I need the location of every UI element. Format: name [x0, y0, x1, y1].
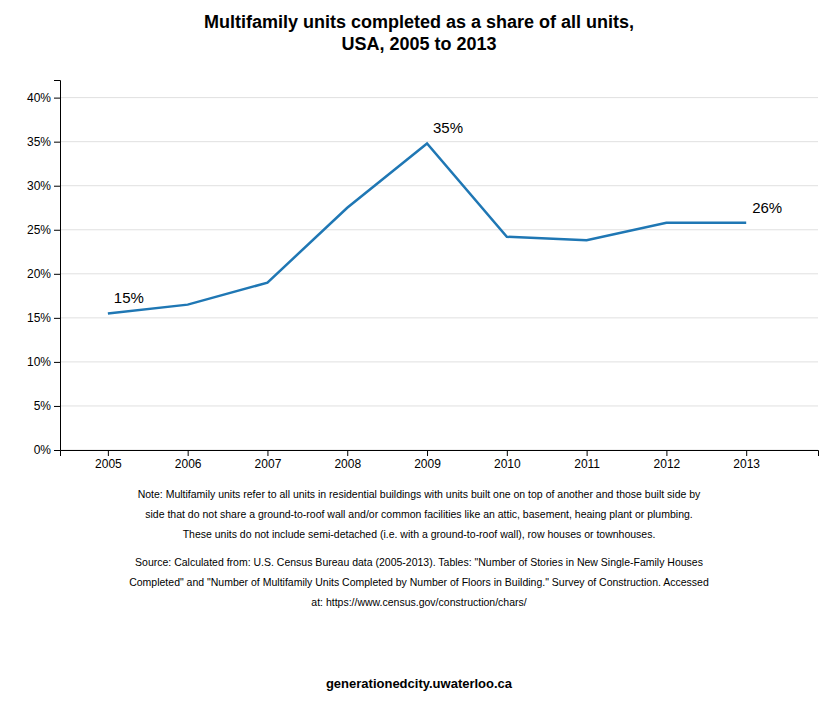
y-tick-mark — [54, 406, 60, 407]
y-tick-mark — [54, 98, 60, 99]
y-tick: 35% — [27, 135, 60, 149]
y-tick: 40% — [27, 91, 60, 105]
grid-line — [60, 361, 818, 362]
x-tick-label: 2005 — [95, 457, 122, 471]
y-tick-label: 40% — [27, 91, 51, 105]
x-tick-label: 2011 — [574, 457, 600, 471]
y-tick: 10% — [27, 355, 60, 369]
x-tick-label: 2012 — [654, 457, 681, 471]
annotation: 35% — [433, 119, 463, 136]
notes: Note: Multifamily units refer to all uni… — [129, 488, 709, 608]
x-tick: 2005 — [95, 450, 122, 471]
x-tick-mark — [188, 450, 189, 456]
grid-line — [60, 317, 818, 318]
y-tick: 5% — [34, 399, 60, 413]
x-tick-label: 2010 — [494, 457, 521, 471]
x-tick-mark — [347, 450, 348, 456]
y-tick-mark — [54, 274, 60, 275]
x-tick-mark — [746, 450, 747, 456]
y-tick-label: 10% — [27, 355, 51, 369]
plot-area: 2005 2006 2007 2008 2009 2010 2011 2012 2013 0% 5%… — [27, 81, 819, 471]
y-tick-label: 25% — [27, 223, 51, 237]
grid-line — [60, 405, 818, 406]
y-tick-label: 35% — [27, 135, 51, 149]
y-tick-label: 0% — [34, 443, 52, 457]
y-tick-mark — [54, 230, 60, 231]
y-tick-mark — [54, 362, 60, 363]
x-tick-mark — [108, 450, 109, 456]
x-tick: 2007 — [255, 450, 282, 471]
chart: Multifamily units completed as a share o… — [0, 0, 838, 706]
note-line: side that do not share a ground-to-roof … — [145, 508, 692, 520]
data-line — [108, 143, 746, 313]
grid — [60, 98, 818, 450]
x-tick-mark — [666, 450, 667, 456]
x-tick-label: 2007 — [255, 457, 282, 471]
x-tick: 2013 — [733, 450, 760, 471]
x-tick: 2006 — [175, 450, 202, 471]
website: generationedcity.uwaterloo.ca — [326, 676, 513, 691]
source-line: Source: Calculated from: U.S. Census Bur… — [135, 556, 703, 568]
y-tick-mark — [54, 450, 60, 451]
grid-line — [60, 97, 818, 98]
grid-line — [60, 185, 818, 186]
x-tick: 2008 — [334, 450, 361, 471]
x-tick-label: 2008 — [334, 457, 361, 471]
note-line: These units do not include semi-detached… — [183, 528, 656, 540]
title-line: Multifamily units completed as a share o… — [204, 12, 634, 32]
y-tick: 25% — [27, 223, 60, 237]
note-line: Note: Multifamily units refer to all uni… — [138, 488, 701, 500]
y-tick: 20% — [27, 267, 60, 281]
x-tick-label: 2009 — [414, 457, 441, 471]
x-tick-mark — [587, 450, 588, 456]
annotation: 15% — [114, 289, 144, 306]
x-tick-label: 2006 — [175, 457, 202, 471]
x-tick-mark — [507, 450, 508, 456]
x-tick: 2009 — [414, 450, 441, 471]
y-tick-mark — [54, 142, 60, 143]
x-tick: 2010 — [494, 450, 521, 471]
x-tick: 2012 — [654, 450, 681, 471]
title-line: USA, 2005 to 2013 — [341, 34, 496, 54]
grid-line — [60, 141, 818, 142]
x-axis-line — [61, 451, 819, 457]
y-tick-mark — [54, 318, 60, 319]
y-tick-label: 5% — [34, 399, 52, 413]
x-tick: 2011 — [574, 450, 600, 471]
y-axis: 0% 5% 10% 15% 20% 25% 30% 35% 40% — [27, 81, 61, 458]
x-tick-mark — [267, 450, 268, 456]
title: Multifamily units completed as a share o… — [204, 12, 634, 54]
y-axis-line — [54, 81, 61, 451]
y-tick: 30% — [27, 179, 60, 193]
marks — [108, 143, 746, 313]
annotation: 26% — [752, 199, 782, 216]
y-tick: 0% — [34, 443, 60, 457]
grid-line — [60, 229, 818, 230]
source-line: at: https://www.census.gov/construction/… — [311, 596, 526, 608]
y-tick-label: 20% — [27, 267, 51, 281]
x-axis: 2005 2006 2007 2008 2009 2010 2011 2012 2013 — [61, 450, 819, 471]
x-tick-mark — [427, 450, 428, 456]
y-tick-mark — [54, 186, 60, 187]
grid-line — [60, 273, 818, 274]
annotations: 15% 35% 26% — [114, 119, 782, 306]
y-tick: 15% — [27, 311, 60, 325]
x-tick-label: 2013 — [733, 457, 760, 471]
y-tick-label: 15% — [27, 311, 51, 325]
y-tick-label: 30% — [27, 179, 51, 193]
source-line: Completed" and "Number of Multifamily Un… — [129, 576, 709, 588]
